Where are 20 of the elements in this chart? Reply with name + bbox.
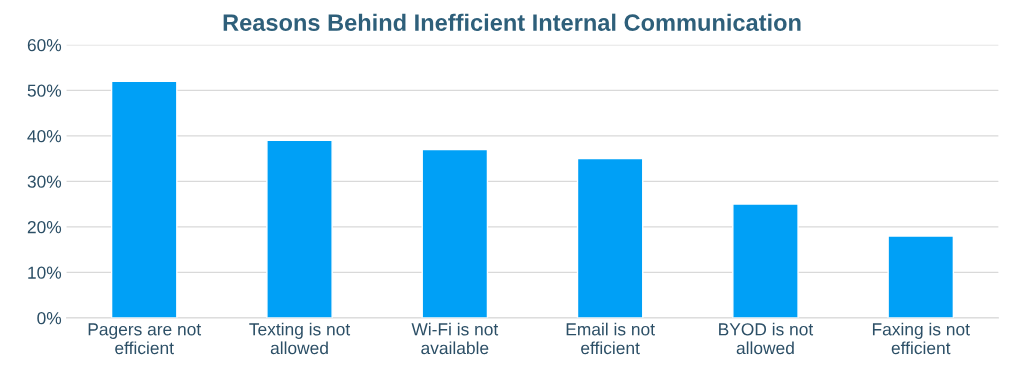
bar [732, 203, 799, 318]
x-tick-label: Email is not efficient [566, 322, 655, 355]
x-tick-label: Faxing is not efficient [872, 322, 970, 355]
x-tick-label: BYOD is not allowed [719, 322, 814, 355]
y-tick-label: 50% [27, 84, 62, 97]
y-tick-label: 40% [27, 130, 62, 143]
x-tick-label: Pagers are not efficient [88, 323, 202, 355]
y-tick-label: 20% [27, 221, 62, 234]
bar [110, 80, 178, 318]
x-tick-label: Wi-Fi is not available [411, 322, 499, 355]
y-tick-label: 0% [37, 312, 62, 325]
bar [576, 157, 644, 318]
chart-title: Reasons Behind Inefficient Internal Communication [223, 13, 801, 31]
bar [887, 235, 955, 318]
y-tick-label: 60% [27, 39, 62, 52]
x-tick-label: Texting is not allowed [249, 322, 351, 355]
y-tick-label: 30% [27, 175, 62, 188]
bar [266, 139, 333, 318]
y-tick-label: 10% [28, 266, 62, 279]
bar [421, 148, 489, 318]
